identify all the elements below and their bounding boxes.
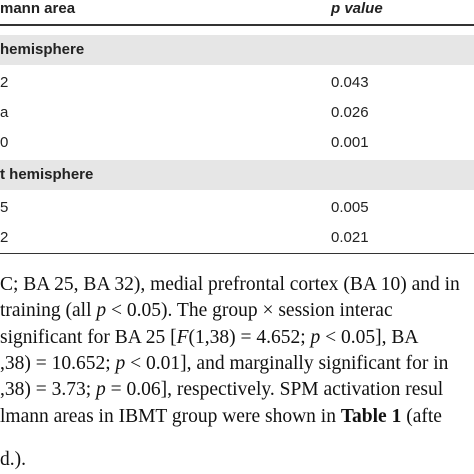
table-cell: 2 — [0, 229, 9, 246]
text-run: p — [310, 327, 321, 348]
header-rule — [0, 24, 474, 26]
section-row: hemisphere — [0, 35, 474, 65]
header-row: mann area p value — [0, 0, 474, 24]
text-run: p — [96, 300, 107, 321]
text-line: significant for BA 25 [F(1,38) = 4.652; … — [0, 325, 418, 351]
text-line: C; BA 25, BA 32), medial prefrontal cort… — [0, 272, 460, 298]
table-cell: 0.001 — [331, 134, 369, 151]
table-cell: 0.021 — [331, 229, 369, 246]
header-cell: mann area — [0, 0, 76, 17]
table-row: 5 0.005 — [0, 193, 474, 223]
table-row: a 0.026 — [0, 98, 474, 128]
text-run: lmann areas in IBMT group were shown in — [0, 406, 341, 427]
bottom-rule — [0, 253, 474, 254]
text-run: C; BA 25, BA 32), medial prefrontal cort… — [0, 274, 460, 295]
header-cell: p value — [331, 0, 383, 17]
table-cell: 0.005 — [331, 199, 369, 216]
table-cell: 0.043 — [331, 74, 369, 91]
text-run: ,38) = 3.73; — [0, 379, 97, 400]
text-run: d.). — [0, 449, 26, 470]
text-run: training (all — [0, 300, 97, 321]
table-cell: 0.026 — [331, 104, 369, 121]
table-row: 2 0.021 — [0, 223, 474, 253]
section-title: hemisphere — [0, 41, 85, 58]
text-run: (afte — [401, 406, 442, 427]
text-run: significant for BA 25 [ — [0, 327, 177, 348]
table-cell: 5 — [0, 199, 9, 216]
text-run: < 0.05], BA — [320, 327, 419, 348]
section-row: t hemisphere — [0, 160, 474, 190]
text-run: p — [115, 353, 126, 374]
table-cell: 2 — [0, 74, 9, 91]
text-run: = 0.06], respectively. SPM activation re… — [105, 379, 444, 400]
text-line: training (all p < 0.05). The group × ses… — [0, 298, 393, 324]
text-line: d.). — [0, 447, 26, 473]
table-cell: 0 — [0, 134, 9, 151]
text-run: < 0.01], and marginally significant for … — [125, 353, 449, 374]
text-run: p — [96, 379, 106, 400]
section-title: t hemisphere — [0, 166, 94, 183]
text-line: lmann areas in IBMT group were shown in … — [0, 404, 442, 430]
text-run: Table 1 — [340, 406, 402, 427]
table-cell: a — [0, 104, 9, 121]
table-row: 2 0.043 — [0, 68, 474, 98]
table-row: 0 0.001 — [0, 128, 474, 158]
text-run: F — [176, 327, 189, 348]
text-line: ,38) = 3.73; p = 0.06], respectively. SP… — [0, 377, 443, 403]
text-run: < 0.05). The group × session interac — [106, 300, 393, 321]
text-line: ,38) = 10.652; p < 0.01], and marginally… — [0, 351, 448, 377]
text-run: (1,38) = 4.652; — [188, 327, 311, 348]
text-run: ,38) = 10.652; — [0, 353, 116, 374]
